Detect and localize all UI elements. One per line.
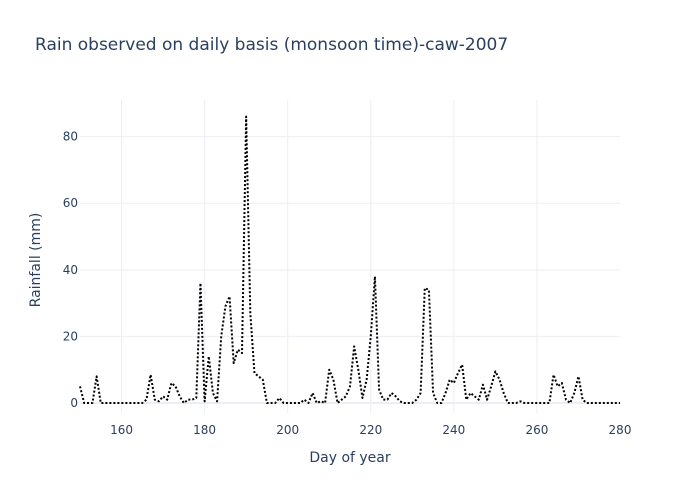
y-tick-label: 0 — [70, 396, 78, 410]
rainfall-line — [79, 115, 620, 405]
y-tick-label: 60 — [63, 196, 78, 210]
chart-title: Rain observed on daily basis (monsoon ti… — [35, 35, 508, 55]
data-layer — [79, 115, 620, 405]
x-tick-label: 240 — [442, 423, 465, 437]
y-tick-label: 80 — [63, 130, 78, 144]
x-tick-label: 160 — [110, 423, 133, 437]
y-axis-title: Rainfall (mm) — [28, 213, 44, 308]
y-tick-label: 20 — [63, 329, 78, 343]
x-axis-title: Day of year — [309, 450, 391, 466]
x-tick-label: 220 — [359, 423, 382, 437]
grid-layer — [80, 100, 620, 413]
x-tick-label: 200 — [276, 423, 299, 437]
x-tick-label: 180 — [193, 423, 216, 437]
x-tick-label: 260 — [525, 423, 548, 437]
y-tick-label: 40 — [63, 263, 78, 277]
x-tick-label: 280 — [609, 423, 632, 437]
tick-layer: 160 180 200 220 240 260 280 0 20 40 60 80 — [63, 130, 632, 437]
